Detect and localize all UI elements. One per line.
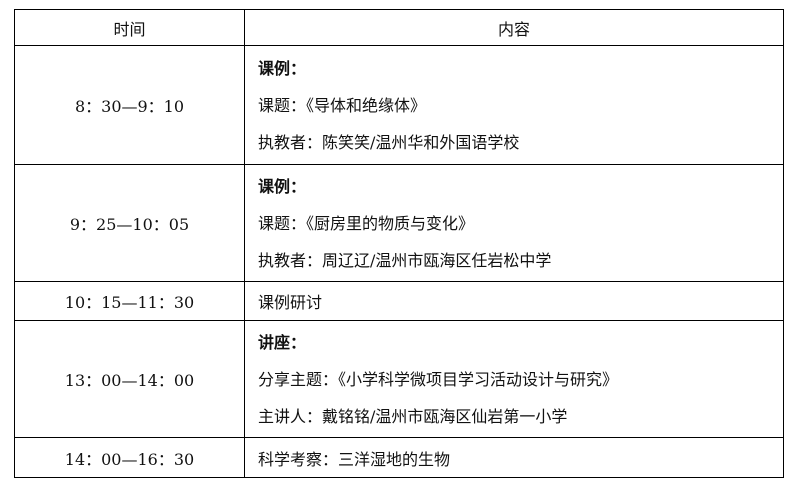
speaker: 主讲人：戴铭铭/温州市瓯海区仙岩第一小学 [258,406,568,426]
section-label: 课例： [258,176,307,196]
time-cell: 13：00—14：00 [14,320,245,438]
time-cell: 9：25—10：05 [14,164,245,282]
activity: 课例研讨 [258,293,323,312]
content-cell: 课例： 课题：《导体和绝缘体》 执教者：陈笑笑/温州华和外国语学校 [244,45,784,165]
header-content: 内容 [244,9,784,46]
table-row: 9：25—10：05 课例： 课题：《厨房里的物质与变化》 执教者：周辽辽/温州… [14,164,784,282]
schedule-table: 时间 内容 8：30—9：10 课例： 课题：《导体和绝缘体》 执教者：陈笑笑/… [14,9,784,478]
header-time: 时间 [14,9,245,46]
lesson-title: 课题：《导体和绝缘体》 [258,95,427,115]
time-cell: 10：15—11：30 [14,281,245,321]
section-label: 讲座： [258,332,307,352]
teacher: 执教者：陈笑笑/温州华和外国语学校 [258,132,520,152]
content-cell: 课例： 课题：《厨房里的物质与变化》 执教者：周辽辽/温州市瓯海区任岩松中学 [244,164,784,282]
lesson-title: 课题：《厨房里的物质与变化》 [258,213,475,233]
lecture-topic: 分享主题：《小学科学微项目学习活动设计与研究》 [258,369,619,389]
section-label: 课例： [258,58,307,78]
table-row: 14：00—16：30 科学考察：三洋湿地的生物 [14,437,784,478]
activity: 科学考察：三洋湿地的生物 [258,449,451,469]
content-cell: 讲座： 分享主题：《小学科学微项目学习活动设计与研究》 主讲人：戴铭铭/温州市瓯… [244,320,784,438]
table-row: 8：30—9：10 课例： 课题：《导体和绝缘体》 执教者：陈笑笑/温州华和外国… [14,45,784,165]
content-cell: 课例研讨 [244,281,784,321]
time-cell: 8：30—9：10 [14,45,245,165]
table-row: 10：15—11：30 课例研讨 [14,281,784,321]
table-row: 13：00—14：00 讲座： 分享主题：《小学科学微项目学习活动设计与研究》 … [14,320,784,438]
header-row: 时间 内容 [14,9,784,46]
time-cell: 14：00—16：30 [14,437,245,478]
content-cell: 科学考察：三洋湿地的生物 [244,437,784,478]
teacher: 执教者：周辽辽/温州市瓯海区任岩松中学 [258,250,552,270]
